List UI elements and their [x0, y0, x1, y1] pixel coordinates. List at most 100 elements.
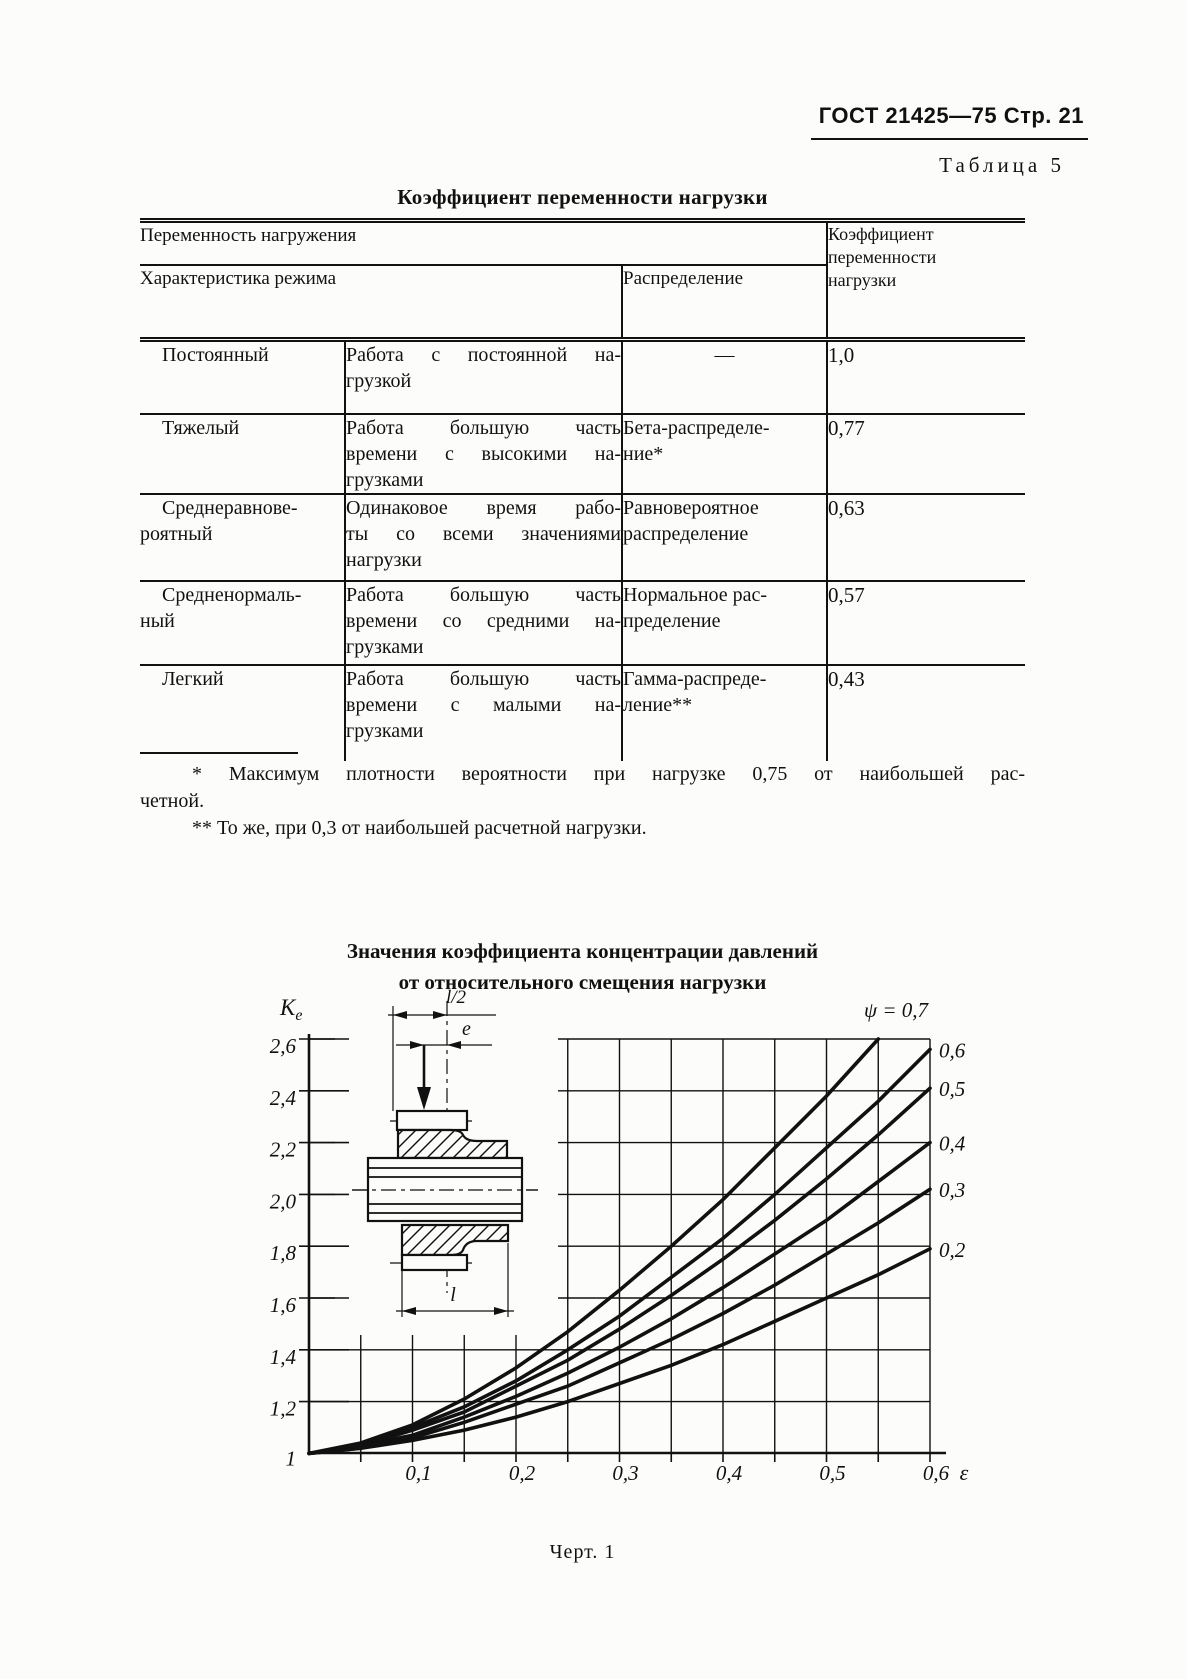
coef-header-line: переменности — [828, 247, 937, 267]
curve-label: 0,2 — [939, 1238, 966, 1262]
y-tick-label: 2,0 — [270, 1189, 297, 1213]
chart-title-line: от относительного смещения нагрузки — [398, 970, 767, 994]
table-row: Легкий Работа большую часть времени с малы… — [140, 664, 1026, 761]
inset-upper-hub — [396, 1128, 509, 1160]
cell-distribution: Нормальное рас-пределение — [620, 580, 828, 666]
x-tick-label: 0,1 — [405, 1461, 431, 1485]
curve-psi=0.7 — [307, 1037, 881, 1456]
inset-label-l2: l/2 — [446, 987, 467, 1008]
inset-bottom-cap — [400, 1253, 469, 1272]
dim-arrow-left — [402, 1307, 416, 1315]
y-tick-label: 2,4 — [270, 1086, 297, 1110]
hatch-line — [486, 1130, 507, 1158]
x-tick-label: 0,6 — [923, 1461, 950, 1485]
x-tick-label: 0,4 — [716, 1461, 743, 1485]
curve-label: 0,5 — [939, 1077, 965, 1101]
table-row: Среднеравнове-роятный Одинаковое время ра… — [140, 493, 1026, 582]
coef-header-line: Коэффициент — [828, 224, 934, 244]
page-header: ГОСТ 21425—75 Стр. 21 — [810, 103, 1088, 140]
hatch-line — [402, 1225, 416, 1255]
x-tick-label: 0,5 — [819, 1461, 845, 1485]
hatch-line — [408, 1130, 450, 1158]
x-axis-label: ε — [960, 1460, 969, 1485]
inset-top-cap — [395, 1109, 469, 1132]
table-body: Постоянный Работа с постоянной на-грузкой… — [140, 339, 1026, 761]
y-tick-label: 2,6 — [270, 1034, 297, 1058]
hatch-line — [398, 1130, 437, 1158]
dim-arrow-left — [447, 1041, 461, 1049]
cell-description: Работа большую часть времени со средними … — [344, 580, 622, 666]
curve-label: 0,3 — [939, 1178, 965, 1202]
y-tick-label: 1,6 — [270, 1293, 297, 1317]
table-title: Коэффициент переменности нагрузки — [397, 185, 768, 209]
cell-distribution: Бета-распределе-ние* — [620, 413, 828, 495]
cell-description: Работа с постоянной на-грузкой — [344, 339, 622, 415]
y-axis-label: Ke — [279, 995, 302, 1024]
cell-coefficient: 0,57 — [826, 580, 1026, 666]
hatch-line — [447, 1130, 489, 1158]
cell-distribution: — — [620, 339, 828, 415]
cell-description: Одинаковое время рабо-ты со всеми значен… — [344, 493, 622, 582]
curve-psi=0.3 — [307, 1187, 932, 1456]
hatch-line — [421, 1130, 463, 1158]
hatch-line — [460, 1130, 502, 1158]
hatch-line — [473, 1130, 507, 1158]
cell-distribution: Равновероятное распределение — [620, 493, 828, 582]
chart-title-line: Значения коэффициента концентрации давле… — [346, 939, 819, 963]
y-tick-label: 2,2 — [270, 1138, 297, 1162]
cell-coefficient: 0,77 — [826, 413, 1026, 495]
cell-description: Работа большую часть времени с высокими н… — [344, 413, 622, 495]
cell-distribution: Гамма-распреде-ление** — [620, 664, 828, 761]
curve-psi=0.5 — [307, 1086, 932, 1456]
footnote-rule — [140, 752, 298, 754]
footnote-line: ** То же, при 0,3 от наибольшей расчетно… — [192, 817, 647, 839]
y-tick-label: 1,2 — [270, 1397, 297, 1421]
hatch-line — [398, 1130, 424, 1158]
inset-label-l: l — [450, 1284, 456, 1306]
inset-upper-hub-fill — [398, 1130, 507, 1158]
y-tick-label: 1,8 — [270, 1241, 297, 1265]
curve-psi=0.4 — [307, 1140, 932, 1456]
cell-description: Работа большую часть времени с малыми на-… — [344, 664, 622, 761]
curve-label: 0,4 — [939, 1132, 966, 1156]
dim-arrow-right — [494, 1307, 508, 1315]
y-tick-label: 1 — [286, 1446, 297, 1470]
table-header-coefficient: Коэффициент переменности нагрузки — [826, 220, 1026, 342]
pressure-concentration-chart: 1 1,2 1,4 1,6 1,8 2,0 2,2 2,4 2,6 0,1 0,2 0,3 0,4 0,5… — [270, 987, 969, 1485]
cell-regime: Средненормаль-ный — [140, 580, 345, 666]
curve-label-top: ψ = 0,7 — [864, 998, 929, 1022]
table-row: Средненормаль-ный Работа большую часть вре… — [140, 580, 1026, 666]
hatch-line — [434, 1130, 476, 1158]
cell-regime: Постоянный — [140, 339, 345, 415]
chart-title: Значения коэффициента концентрации давле… — [140, 936, 1025, 998]
footnotes-block: * Максимум плотности вероятности при наг… — [140, 752, 1025, 842]
curve-label: 0,6 — [939, 1038, 966, 1062]
inset-label-e: e — [462, 1018, 471, 1040]
table-row: Постоянный Работа с постоянной на-грузкой… — [140, 339, 1026, 415]
hatch-line — [402, 1225, 429, 1255]
dim-arrow-right — [410, 1041, 424, 1049]
cell-coefficient: 0,43 — [826, 664, 1026, 761]
y-tick-label: 1,4 — [270, 1345, 297, 1369]
cell-coefficient: 0,63 — [826, 493, 1026, 582]
table-header-mode: Характеристика режима — [140, 265, 622, 342]
curve-psi=0.6 — [307, 1047, 932, 1456]
load-arrow-head — [417, 1087, 431, 1110]
cell-regime: Тяжелый — [140, 413, 345, 495]
table-row: Тяжелый Работа большую часть времени с выс… — [140, 413, 1026, 495]
footnote-line: четной. — [140, 790, 205, 812]
curve-psi=0.2 — [307, 1246, 932, 1456]
table-header-group: Переменность нагружения — [140, 220, 828, 266]
cell-regime: Среднеравнове-роятный — [140, 493, 345, 582]
table-header-distribution: Распределение — [620, 265, 828, 342]
footnote-line: * Максимум плотности вероятности при наг… — [192, 763, 1025, 785]
coef-header-line: нагрузки — [828, 270, 897, 290]
dim-arrow-left — [393, 1011, 407, 1019]
cell-regime: Легкий — [162, 667, 224, 690]
x-tick-label: 0,2 — [509, 1461, 536, 1485]
x-tick-label: 0,3 — [612, 1461, 638, 1485]
table-number-label: Таблица 5 — [939, 153, 1065, 177]
load-variability-table: Переменность нагружения Коэффициент пере… — [140, 218, 1026, 761]
dim-arrow-right — [433, 1011, 447, 1019]
